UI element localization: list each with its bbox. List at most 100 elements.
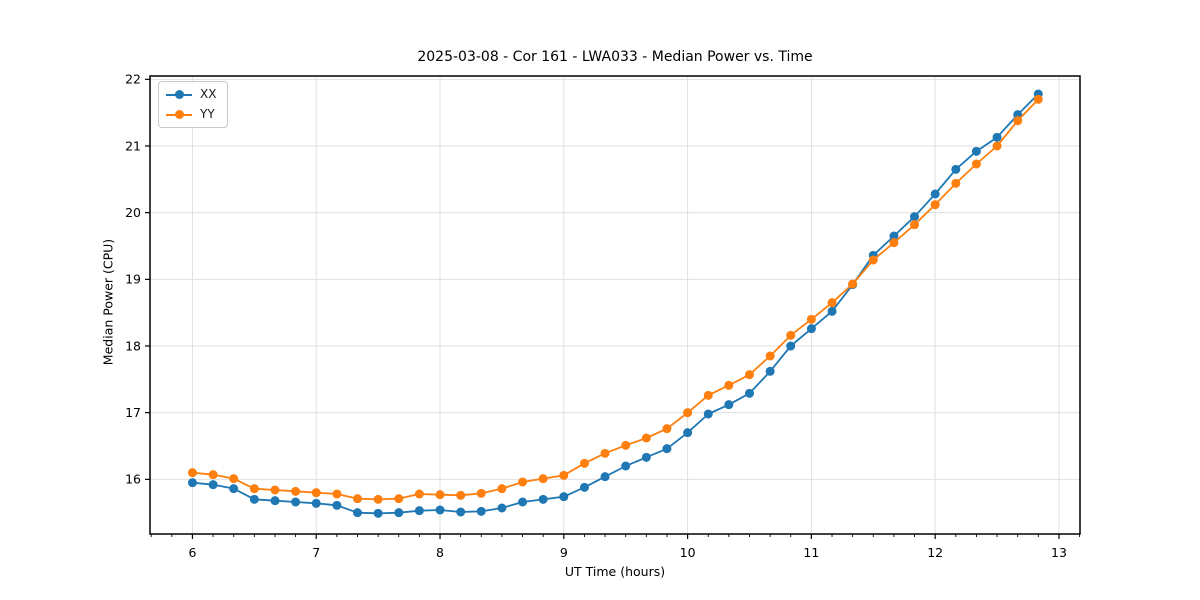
legend: XX YY	[158, 81, 229, 128]
series-xx-marker	[600, 472, 610, 482]
series-xx-marker	[971, 146, 981, 156]
series-xx-marker	[476, 506, 486, 516]
series-yy-marker	[249, 484, 259, 494]
series-yy-marker	[373, 494, 383, 504]
series-xx-marker	[497, 503, 507, 513]
series-xx-marker	[992, 132, 1002, 142]
series-yy-marker	[992, 141, 1002, 151]
series-yy-marker	[868, 255, 878, 265]
series-xx-marker	[744, 388, 754, 398]
series-xx-marker	[786, 341, 796, 351]
x-tick-label: 13	[1051, 545, 1067, 560]
y-tick-label: 18	[125, 338, 141, 353]
axes-spines	[149, 75, 1081, 535]
series-yy-line	[192, 98, 1039, 501]
series-yy-marker	[600, 448, 610, 458]
series-yy-marker	[971, 159, 981, 169]
series-yy-marker	[744, 370, 754, 380]
series-xx-marker	[641, 452, 651, 462]
series-xx-marker	[662, 444, 672, 454]
series-xx-marker	[187, 478, 197, 488]
series-yy-marker	[806, 314, 816, 324]
series-yy-marker	[559, 470, 569, 480]
series-yy-marker	[1033, 94, 1043, 104]
series-yy-marker	[311, 488, 321, 498]
series-yy-marker	[621, 440, 631, 450]
series-xx-marker	[724, 400, 734, 410]
series-yy-marker	[641, 433, 651, 443]
x-tick-label: 10	[680, 545, 696, 560]
series-yy-marker	[394, 494, 404, 504]
series-xx-marker	[518, 497, 528, 507]
x-tick-label: 7	[312, 545, 320, 560]
series-xx-marker	[621, 461, 631, 471]
series-xx-marker	[435, 505, 445, 515]
series-xx-marker	[414, 506, 424, 516]
series-yy-marker	[765, 351, 775, 361]
series-xx-marker	[456, 507, 466, 517]
series-xx-marker	[951, 164, 961, 174]
series-yy-marker	[889, 238, 899, 248]
series-yy-marker	[187, 468, 197, 478]
series-xx-marker	[765, 366, 775, 376]
series-xx-marker	[579, 482, 589, 492]
y-tick-label: 19	[125, 272, 141, 287]
series-yy-marker	[930, 200, 940, 210]
legend-item-yy: YY	[166, 107, 216, 122]
y-axis-label: Median Power (CPU)	[100, 238, 116, 366]
series-yy-marker	[724, 380, 734, 390]
series-yy-marker	[827, 298, 837, 308]
x-axis-label: UT Time (hours)	[564, 564, 666, 579]
series-xx-marker	[291, 497, 301, 507]
series-xx-marker	[827, 306, 837, 316]
series-yy-marker	[229, 474, 239, 484]
legend-dot-icon	[174, 90, 184, 99]
series-yy-marker	[910, 220, 919, 230]
series-yy-marker	[538, 474, 548, 484]
legend-item-xx: XX	[166, 87, 216, 102]
legend-label-xx: XX	[200, 87, 217, 101]
y-tick-label: 21	[125, 138, 141, 153]
series-yy-marker	[332, 489, 342, 499]
series-yy-marker	[662, 424, 672, 434]
series-xx-marker	[229, 484, 239, 494]
series-xx-marker	[270, 496, 280, 506]
series-xx-marker	[373, 508, 383, 518]
series-yy-marker	[579, 458, 589, 468]
series-xx-marker	[683, 428, 693, 438]
series-xx-marker	[394, 508, 404, 518]
x-tick-label: 6	[188, 545, 196, 560]
series-yy-marker	[476, 488, 486, 498]
series-yy-marker	[786, 330, 796, 340]
series-yy-marker	[414, 489, 424, 499]
y-tick-label: 22	[125, 72, 141, 87]
series-yy-marker	[270, 485, 280, 495]
series-xx-marker	[930, 189, 940, 199]
y-tick-label: 16	[125, 472, 141, 487]
series-xx-line	[192, 93, 1039, 515]
series-xx-marker	[311, 498, 321, 508]
series-yy-marker	[683, 408, 693, 418]
series-xx-marker	[889, 231, 899, 241]
y-tick-label: 17	[125, 405, 141, 420]
series-xx-marker	[208, 480, 218, 490]
y-tick-label: 20	[125, 205, 141, 220]
series-yy-marker	[352, 494, 362, 504]
x-tick-label: 9	[560, 545, 568, 560]
series-yy-marker	[291, 486, 301, 496]
series-yy-marker	[848, 279, 858, 289]
series-yy-marker	[497, 484, 507, 494]
series-yy-marker	[435, 490, 445, 500]
x-tick-label: 8	[436, 545, 444, 560]
series-yy-marker	[1013, 116, 1023, 126]
series-xx-marker	[703, 409, 713, 419]
series-xx-marker	[806, 324, 816, 334]
x-tick-label: 12	[927, 545, 943, 560]
x-tick-label: 11	[803, 545, 819, 560]
chart-title: 2025-03-08 - Cor 161 - LWA033 - Median P…	[417, 49, 813, 65]
series-yy-marker	[456, 490, 466, 500]
series-yy-marker	[208, 470, 218, 480]
legend-dot-icon	[174, 110, 184, 119]
